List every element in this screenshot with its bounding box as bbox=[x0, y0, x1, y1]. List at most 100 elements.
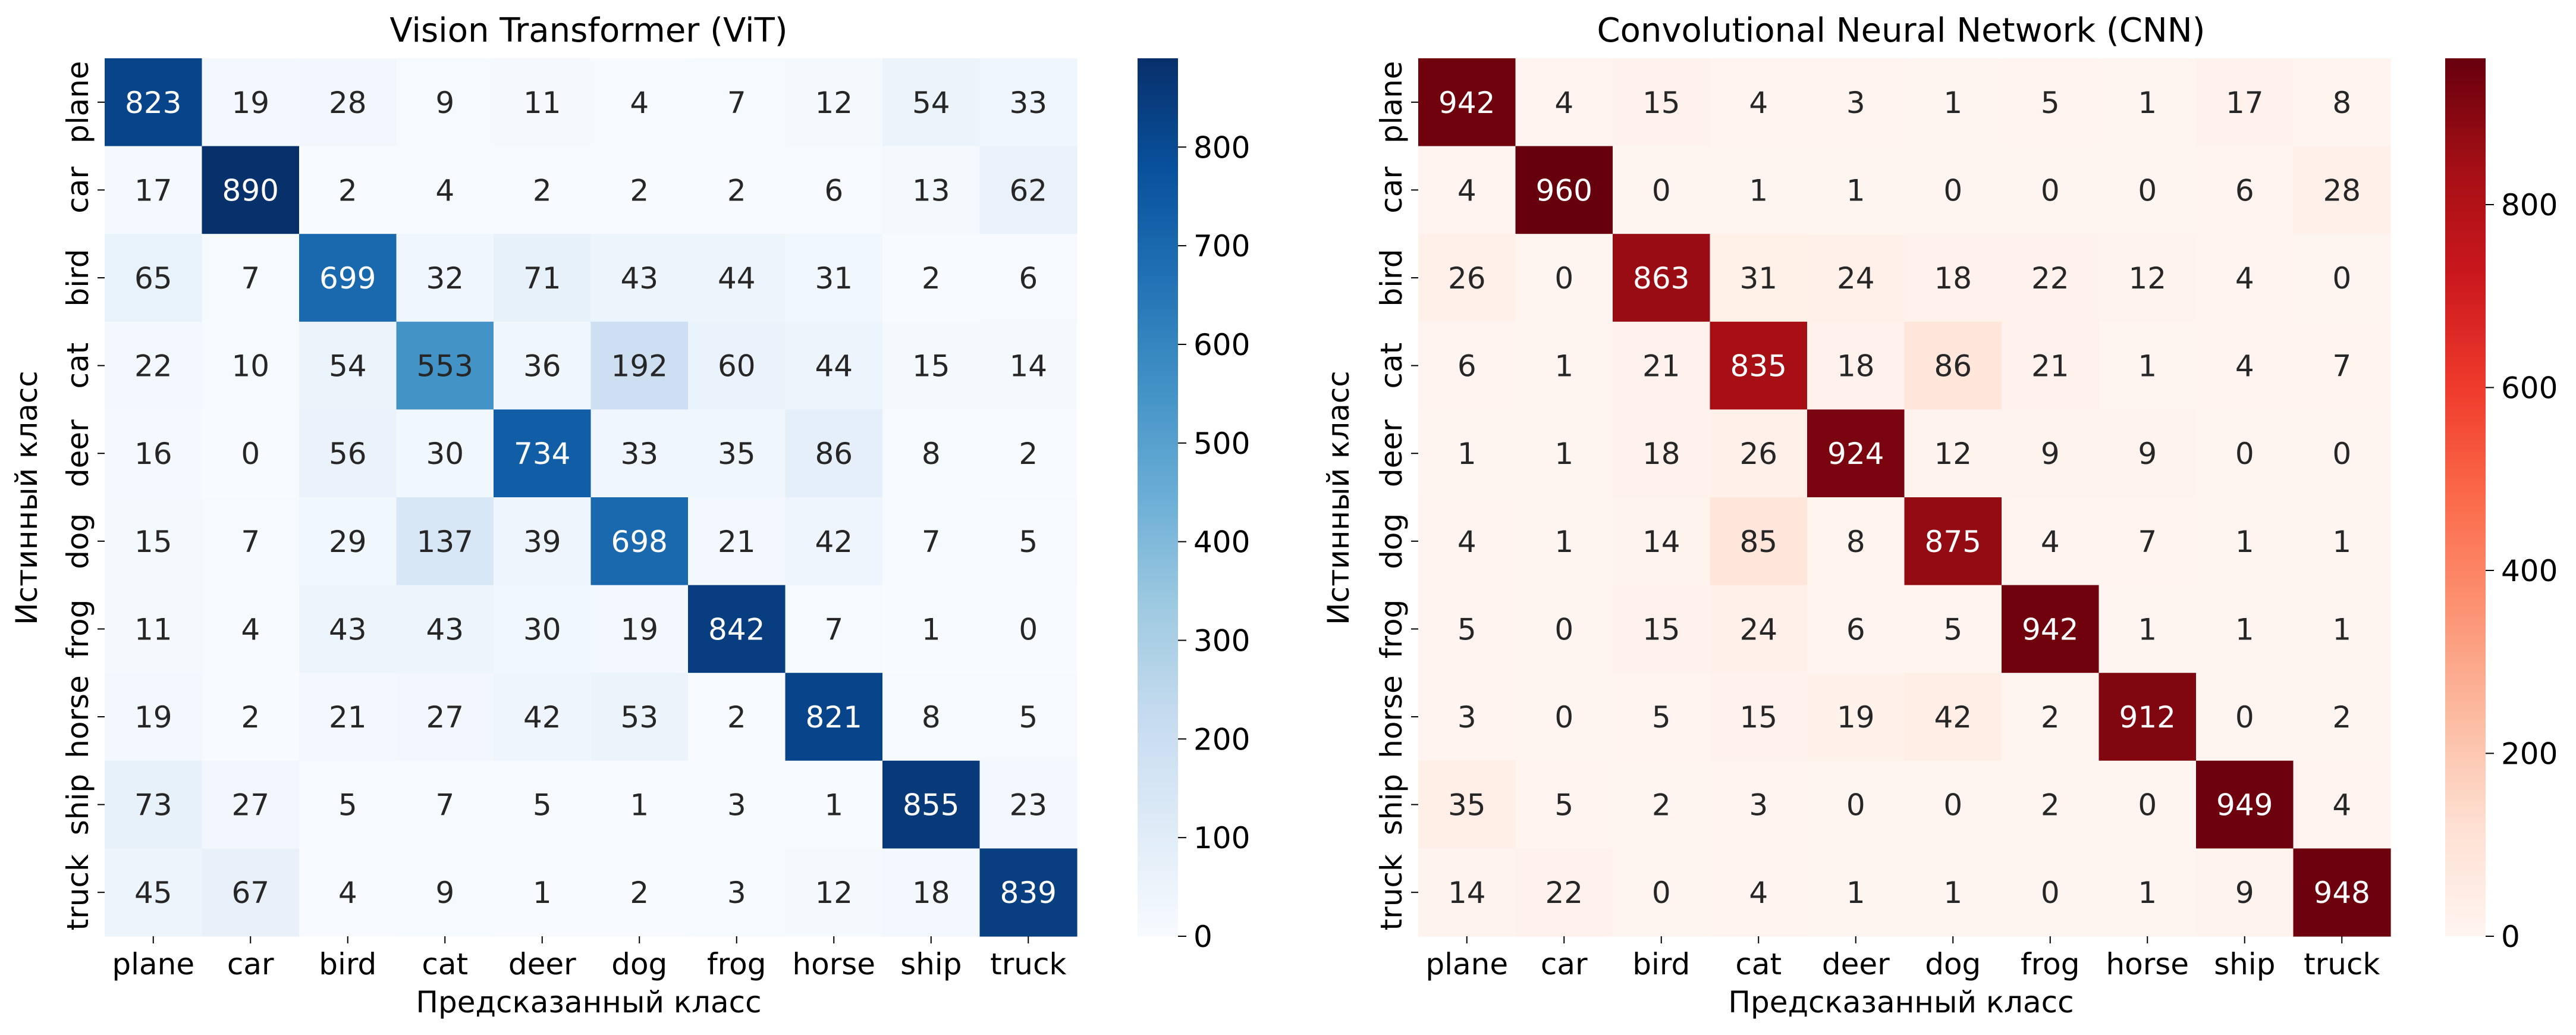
cell-value-label: 45 bbox=[134, 876, 172, 910]
heatmap-cell bbox=[2293, 673, 2391, 761]
heatmap-cell bbox=[2002, 234, 2100, 322]
cell-value-label: 1 bbox=[630, 788, 649, 823]
heatmap-cell bbox=[590, 146, 689, 234]
cell-value-label: 3 bbox=[727, 876, 746, 910]
heatmap-cell bbox=[1807, 409, 1905, 498]
cell-value-label: 23 bbox=[1009, 788, 1047, 823]
colorbar-tick-label: 800 bbox=[2501, 188, 2558, 222]
heatmap-cell bbox=[2002, 585, 2100, 673]
heatmap-cell bbox=[494, 146, 592, 234]
heatmap-cell bbox=[1515, 585, 1613, 673]
vit-y-axis-label: Истинный класс bbox=[10, 371, 44, 625]
heatmap-cell bbox=[785, 234, 883, 322]
heatmap-cell bbox=[202, 321, 300, 410]
cell-value-label: 698 bbox=[611, 525, 668, 559]
heatmap-cell bbox=[590, 673, 689, 761]
heatmap-cell bbox=[202, 234, 300, 322]
cell-value-label: 2 bbox=[727, 173, 746, 208]
heatmap-cell bbox=[2002, 848, 2100, 937]
cell-value-label: 17 bbox=[134, 173, 172, 208]
heatmap-cell bbox=[590, 585, 689, 673]
cell-value-label: 8 bbox=[2332, 86, 2351, 120]
cnn-colorbar: 0 200 400 600 800 bbox=[2445, 58, 2558, 954]
heatmap-cell bbox=[1904, 585, 2002, 673]
cell-value-label: 0 bbox=[1554, 261, 1573, 296]
cell-value-label: 22 bbox=[1545, 876, 1583, 910]
heatmap-cell bbox=[1613, 585, 1711, 673]
cell-value-label: 2 bbox=[338, 173, 357, 208]
heatmap-cell bbox=[105, 497, 203, 586]
colorbar-tick-label: 600 bbox=[2501, 371, 2558, 406]
heatmap-cell bbox=[1515, 321, 1613, 410]
heatmap-cell bbox=[1904, 673, 2002, 761]
y-tick-label: ship bbox=[1374, 774, 1409, 835]
x-tick-label: car bbox=[227, 947, 274, 981]
heatmap-cell bbox=[2293, 321, 2391, 410]
heatmap-cell bbox=[979, 234, 1077, 322]
cell-value-label: 12 bbox=[815, 86, 853, 120]
colorbar-tick-label: 300 bbox=[1193, 623, 1250, 658]
cell-value-label: 6 bbox=[1019, 261, 1038, 296]
heatmap-cell bbox=[979, 760, 1077, 849]
cell-value-label: 18 bbox=[1934, 261, 1972, 296]
cell-value-label: 18 bbox=[912, 876, 950, 910]
cell-value-label: 30 bbox=[523, 612, 561, 647]
heatmap-cell bbox=[688, 497, 786, 586]
cell-value-label: 7 bbox=[824, 612, 843, 647]
cell-value-label: 875 bbox=[1925, 525, 1981, 559]
cell-value-label: 7 bbox=[727, 86, 746, 120]
x-tick-label: dog bbox=[611, 947, 667, 981]
x-tick-label: ship bbox=[900, 947, 962, 981]
heatmap-cell bbox=[2293, 497, 2391, 586]
cell-value-label: 942 bbox=[2022, 612, 2078, 647]
heatmap-cell bbox=[1904, 409, 2002, 498]
cell-value-label: 4 bbox=[2235, 261, 2254, 296]
heatmap-cell bbox=[882, 848, 981, 937]
heatmap-cell bbox=[2293, 234, 2391, 322]
y-tick-label: plane bbox=[61, 61, 95, 143]
heatmap-cell bbox=[979, 585, 1077, 673]
cell-value-label: 21 bbox=[329, 700, 367, 735]
heatmap-cell bbox=[882, 409, 981, 498]
x-tick-label: cat bbox=[1735, 947, 1782, 981]
heatmap-cell bbox=[1904, 848, 2002, 937]
vit-heatmap-panel: Vision Transformer (ViT) 823 19 28 9 11 4 7 12 5… bbox=[10, 11, 1250, 1020]
heatmap-cell bbox=[1710, 409, 1808, 498]
heatmap-cell bbox=[1710, 585, 1808, 673]
y-tick-label: plane bbox=[1374, 61, 1409, 143]
cell-value-label: 863 bbox=[1633, 261, 1689, 296]
y-tick-label: dog bbox=[1374, 513, 1409, 569]
heatmap-cell bbox=[1515, 58, 1613, 147]
cell-value-label: 86 bbox=[815, 437, 853, 471]
cell-value-label: 5 bbox=[1554, 788, 1573, 823]
cell-value-label: 5 bbox=[1652, 700, 1671, 735]
heatmap-cell bbox=[2099, 321, 2197, 410]
heatmap-cell bbox=[590, 58, 689, 147]
cell-value-label: 5 bbox=[533, 788, 552, 823]
cell-value-label: 42 bbox=[523, 700, 561, 735]
heatmap-cell bbox=[1904, 234, 2002, 322]
cell-value-label: 4 bbox=[2235, 349, 2254, 384]
heatmap-cell bbox=[979, 321, 1077, 410]
cell-value-label: 39 bbox=[523, 525, 561, 559]
heatmap-cell bbox=[882, 58, 981, 147]
cell-value-label: 42 bbox=[815, 525, 853, 559]
y-tick-label: bird bbox=[1374, 249, 1409, 306]
heatmap-cell bbox=[1613, 58, 1711, 147]
cell-value-label: 4 bbox=[1749, 876, 1768, 910]
heatmap-cell bbox=[1418, 321, 1516, 410]
heatmap-cell bbox=[882, 673, 981, 761]
cell-value-label: 4 bbox=[1457, 525, 1477, 559]
cell-value-label: 0 bbox=[1652, 876, 1671, 910]
cell-value-label: 16 bbox=[134, 437, 172, 471]
cnn-y-tick-labels: plane car bird cat deer dog frog horse ship truck bbox=[1374, 61, 1418, 930]
cell-value-label: 0 bbox=[2332, 261, 2351, 296]
heatmap-cell bbox=[1710, 58, 1808, 147]
heatmap-cell bbox=[2099, 146, 2197, 234]
cell-value-label: 821 bbox=[806, 700, 862, 735]
cell-value-label: 553 bbox=[417, 349, 473, 384]
cell-value-label: 14 bbox=[1009, 349, 1047, 384]
cell-value-label: 44 bbox=[718, 261, 756, 296]
heatmap-cell bbox=[396, 146, 494, 234]
heatmap-cell bbox=[2196, 760, 2294, 849]
